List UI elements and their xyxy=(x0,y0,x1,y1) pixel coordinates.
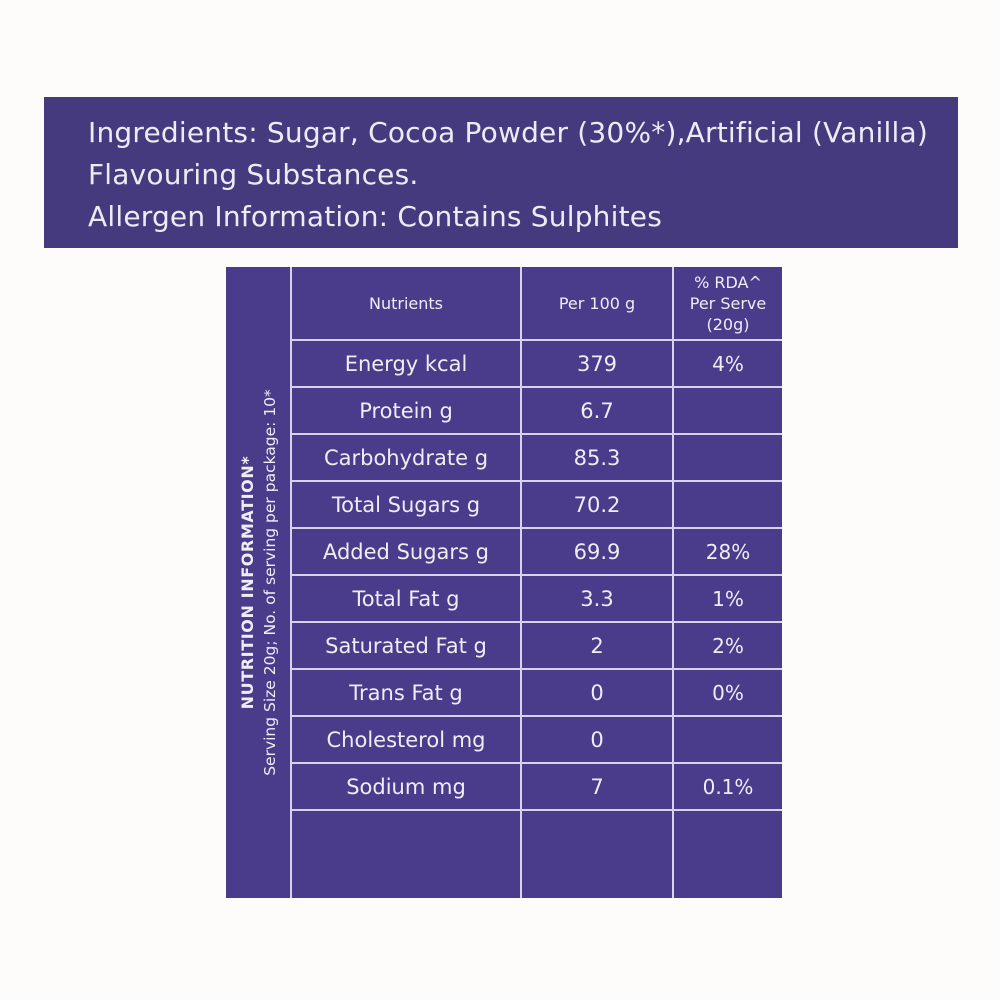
header-rda-line-2: Per Serve xyxy=(689,293,767,313)
table-row-cholesterol: Cholesterol mg 0 xyxy=(292,717,782,764)
nutrient-cell: Trans Fat g xyxy=(349,680,463,705)
header-rda: % RDA^ Per Serve (20g) xyxy=(672,267,782,339)
per-100g-cell: 3.3 xyxy=(520,576,672,621)
nutrient-cell: Cholesterol mg xyxy=(326,727,486,752)
rda-cell xyxy=(672,717,782,762)
nutrition-table: NUTRITION INFORMATION* Serving Size 20g;… xyxy=(226,267,782,898)
empty-cell xyxy=(672,811,782,898)
allergen-line: Allergen Information: Contains Sulphites xyxy=(88,200,662,233)
rda-cell: 2% xyxy=(672,623,782,668)
header-rda-line-3: (20g) xyxy=(706,314,750,334)
nutrition-information-title: NUTRITION INFORMATION* xyxy=(237,455,257,710)
table-row-sodium: Sodium mg 7 0.1% xyxy=(292,764,782,811)
table-row-carbohydrate: Carbohydrate g 85.3 xyxy=(292,435,782,482)
rda-cell xyxy=(672,388,782,433)
nutrient-cell: Added Sugars g xyxy=(322,539,489,564)
empty-cell xyxy=(520,811,672,898)
per-100g-cell: 2 xyxy=(520,623,672,668)
table-row-saturated-fat: Saturated Fat g 2 2% xyxy=(292,623,782,670)
table-row-trans-fat: Trans Fat g 0 0% xyxy=(292,670,782,717)
per-100g-cell: 69.9 xyxy=(520,529,672,574)
nutrient-cell: Saturated Fat g xyxy=(325,633,487,658)
rda-cell: 1% xyxy=(672,576,782,621)
header-per-100g: Per 100 g xyxy=(520,267,672,339)
nutrient-cell: Sodium mg xyxy=(346,774,466,799)
per-100g-cell: 0 xyxy=(520,670,672,715)
rda-cell xyxy=(672,482,782,527)
table-grid: Nutrients Per 100 g % RDA^ Per Serve (20… xyxy=(290,267,782,898)
per-100g-cell: 70.2 xyxy=(520,482,672,527)
per-100g-cell: 6.7 xyxy=(520,388,672,433)
empty-cell xyxy=(292,811,520,898)
table-row-total-fat: Total Fat g 3.3 1% xyxy=(292,576,782,623)
side-label-column: NUTRITION INFORMATION* Serving Size 20g;… xyxy=(226,267,290,898)
ingredients-line-1: Ingredients: Sugar, Cocoa Powder (30%*),… xyxy=(88,116,928,149)
rda-cell: 0.1% xyxy=(672,764,782,809)
table-header-row: Nutrients Per 100 g % RDA^ Per Serve (20… xyxy=(292,267,782,341)
table-empty-row xyxy=(292,811,782,898)
rda-cell: 4% xyxy=(672,341,782,386)
nutrient-cell: Protein g xyxy=(359,398,453,423)
nutrient-cell: Carbohydrate g xyxy=(323,445,489,470)
rda-cell: 28% xyxy=(672,529,782,574)
rda-cell xyxy=(672,435,782,480)
per-100g-cell: 85.3 xyxy=(520,435,672,480)
ingredients-banner: Ingredients: Sugar, Cocoa Powder (30%*),… xyxy=(44,97,958,248)
side-label-rotated: NUTRITION INFORMATION* Serving Size 20g;… xyxy=(226,267,290,898)
table-row-energy: Energy kcal 379 4% xyxy=(292,341,782,388)
nutrient-cell: Total Fat g xyxy=(352,586,460,611)
per-100g-cell: 379 xyxy=(520,341,672,386)
serving-size-note: Serving Size 20g; No. of serving per pac… xyxy=(260,389,279,776)
nutrient-cell: Total Sugars g xyxy=(331,492,481,517)
ingredients-line-2: Flavouring Substances. xyxy=(88,158,419,191)
nutrient-cell: Energy kcal xyxy=(344,351,468,376)
header-nutrients: Nutrients xyxy=(369,293,443,313)
table-row-protein: Protein g 6.7 xyxy=(292,388,782,435)
per-100g-cell: 7 xyxy=(520,764,672,809)
header-rda-line-1: % RDA^ xyxy=(694,272,762,292)
table-row-added-sugars: Added Sugars g 69.9 28% xyxy=(292,529,782,576)
rda-cell: 0% xyxy=(672,670,782,715)
per-100g-cell: 0 xyxy=(520,717,672,762)
table-row-total-sugars: Total Sugars g 70.2 xyxy=(292,482,782,529)
